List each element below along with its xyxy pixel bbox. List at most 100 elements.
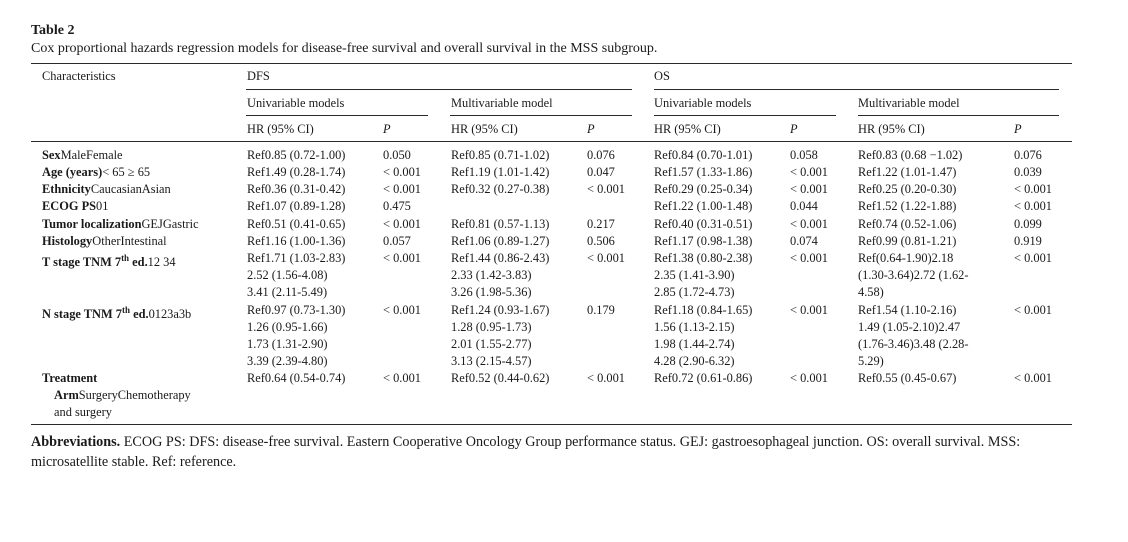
table-cell: 0.074: [790, 234, 818, 248]
table-cell: Ref0.85 (0.71-1.02): [451, 148, 550, 162]
footnote-text: ECOG PS: DFS: disease-free survival. Eas…: [31, 434, 1021, 470]
table-cell: < 0.001: [383, 251, 421, 265]
table-caption: Cox proportional hazards regression mode…: [31, 41, 658, 56]
table-label: Table 2: [31, 23, 75, 38]
table-cell: Ref0.40 (0.31-0.51): [654, 217, 753, 231]
header-characteristics: Characteristics: [42, 69, 116, 83]
table-cell: Ref1.49 (0.28-1.74): [247, 165, 346, 179]
top-rule: [31, 63, 1072, 64]
header-dfs-univariable: Univariable models: [247, 96, 345, 110]
row-label-categories: 12 34: [147, 255, 176, 270]
table-cell: Ref0.64 (0.54-0.74): [247, 371, 346, 385]
header-dfs-uni-hr: HR (95% CI): [247, 122, 314, 136]
table-cell: 1.28 (0.95-1.73): [451, 320, 532, 335]
table-cell: 1.26 (0.95-1.66): [247, 320, 328, 335]
header-bottom-rule: [31, 141, 1072, 142]
row-label-categories: OtherIntestinal: [92, 234, 167, 248]
dfs-rule: [246, 89, 632, 90]
table-cell: Ref0.55 (0.45-0.67): [858, 371, 957, 385]
dfs-multi-rule: [450, 115, 632, 116]
table-cell: Ref1.22 (1.00-1.48): [654, 199, 753, 213]
table-cell: Ref1.57 (1.33-1.86): [654, 165, 753, 179]
row-label: Age (years)< 65 ≥ 65: [42, 164, 150, 181]
table-cell: Ref1.19 (1.01-1.42): [451, 165, 550, 179]
table-cell: < 0.001: [790, 165, 828, 179]
table-cell: Ref0.72 (0.61-0.86): [654, 371, 753, 385]
table-cell: 2.33 (1.42-3.83): [451, 268, 532, 283]
table-cell: Ref0.85 (0.72-1.00): [247, 148, 346, 162]
row-label-bold: Histology: [42, 234, 93, 248]
table-cell: Ref1.71 (1.03-2.83): [247, 251, 346, 265]
table-cell: Ref1.54 (1.10-2.16): [858, 303, 957, 317]
table-cell: Ref1.18 (0.84-1.65): [654, 303, 753, 317]
header-os: OS: [654, 69, 670, 83]
row-label-categories: GEJGastric: [141, 217, 199, 231]
table-cell: 0.044: [790, 199, 818, 213]
row-label-bold2: ed.: [129, 307, 149, 322]
table-cell: 0.475: [383, 199, 411, 213]
table-cell: (1.76-3.46)3.48 (2.28-: [858, 337, 969, 352]
row-label-categories: 0123a3b: [148, 307, 192, 322]
footnote-lead: Abbreviations.: [31, 434, 121, 450]
table-cell: 1.98 (1.44-2.74): [654, 337, 735, 352]
table-cell: Ref0.99 (0.81-1.21): [858, 234, 957, 248]
table-cell: 0.076: [1014, 148, 1042, 162]
table-cell: 0.076: [587, 148, 615, 162]
table-cell: < 0.001: [1014, 371, 1052, 385]
table-cell: 3.13 (2.15-4.57): [451, 354, 532, 369]
table-cell: 0.099: [1014, 217, 1042, 231]
row-label-line2-bold: Arm: [54, 388, 79, 403]
header-os-uni-hr: HR (95% CI): [654, 122, 721, 136]
row-label: HistologyOtherIntestinal: [42, 233, 167, 250]
table-cell: < 0.001: [790, 217, 828, 231]
table-cell: 1.73 (1.31-2.90): [247, 337, 328, 352]
dfs-uni-rule: [246, 115, 428, 116]
table-cell: Ref0.52 (0.44-0.62): [451, 371, 550, 385]
header-dfs-multi-hr: HR (95% CI): [451, 122, 518, 136]
row-label-line2-rest: SurgeryChemotherapy: [78, 388, 191, 403]
table-cell: Ref0.29 (0.25-0.34): [654, 182, 753, 196]
table-cell: Ref1.38 (0.80-2.38): [654, 251, 753, 265]
header-dfs-multivariable: Multivariable model: [451, 96, 553, 110]
row-label-bold: Age (years): [42, 165, 103, 179]
table-cell: 4.28 (2.90-6.32): [654, 354, 735, 369]
table-cell: Ref1.24 (0.93-1.67): [451, 303, 550, 317]
row-label-categories: 01: [96, 199, 109, 213]
table-cell: 2.85 (1.72-4.73): [654, 285, 735, 300]
row-label-categories: MaleFemale: [60, 148, 123, 162]
row-label: ECOG PS01: [42, 198, 108, 215]
table-cell: 0.179: [587, 303, 615, 317]
row-label: SexMaleFemale: [42, 147, 123, 164]
row-label: EthnicityCaucasianAsian: [42, 181, 171, 198]
table-cell: < 0.001: [790, 182, 828, 196]
row-label-bold: ECOG PS: [42, 199, 97, 213]
row-label: Treatment: [42, 370, 97, 387]
table-cell: Ref1.52 (1.22-1.88): [858, 199, 957, 213]
header-os-univariable: Univariable models: [654, 96, 752, 110]
table-cell: < 0.001: [1014, 182, 1052, 196]
table-cell: < 0.001: [383, 217, 421, 231]
row-label-bold2: ed.: [129, 255, 148, 270]
row-label-bold: Tumor localization: [42, 217, 142, 231]
table-cell: Ref1.06 (0.89-1.27): [451, 234, 550, 248]
header-os-multivariable: Multivariable model: [858, 96, 960, 110]
os-rule: [654, 89, 1059, 90]
table-cell: 0.217: [587, 217, 615, 231]
row-label-categories: < 65 ≥ 65: [102, 165, 151, 179]
table-cell: 2.01 (1.55-2.77): [451, 337, 532, 352]
table-cell: Ref1.22 (1.01-1.47): [858, 165, 957, 179]
row-label-sup: th: [121, 253, 130, 263]
os-multi-rule: [858, 115, 1059, 116]
table-cell: < 0.001: [587, 251, 625, 265]
table-cell: 0.919: [1014, 234, 1042, 248]
table-cell: 3.41 (2.11-5.49): [247, 285, 328, 300]
table-cell: Ref0.81 (0.57-1.13): [451, 217, 550, 231]
table-cell: < 0.001: [1014, 199, 1052, 213]
header-dfs: DFS: [247, 69, 270, 83]
table-cell: 3.39 (2.39-4.80): [247, 354, 328, 369]
row-label: T stage TNM 7th ed.12 34: [42, 250, 176, 271]
row-label-categories: CaucasianAsian: [90, 182, 171, 196]
table-cell: 0.057: [383, 234, 411, 248]
table-cell: < 0.001: [383, 182, 421, 196]
